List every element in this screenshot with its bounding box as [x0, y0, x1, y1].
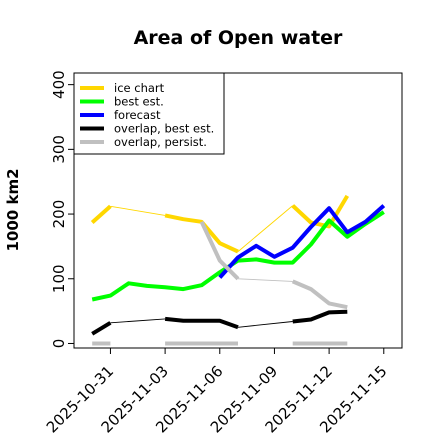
overlap-best-est-connector — [110, 318, 166, 324]
best-est-line — [91, 210, 385, 302]
ice-chart-line — [90, 204, 112, 224]
overlap-best-est-connector — [237, 321, 293, 328]
overlap-persist-line — [291, 279, 348, 310]
ice-chart-connector — [110, 205, 166, 216]
y-tick-label: 300 — [50, 135, 68, 164]
overlap-best-est-line — [292, 309, 348, 324]
legend-entry: forecast — [114, 108, 161, 122]
overlap-best-est-line — [164, 316, 239, 330]
plot-frame — [73, 72, 403, 349]
ice-chart-line — [164, 213, 239, 254]
legend-entry: overlap, best est. — [114, 122, 214, 136]
ice-chart-connector — [237, 205, 293, 252]
forecast-line — [218, 204, 386, 279]
ice-chart-line — [291, 194, 350, 229]
series-lines — [90, 194, 386, 346]
legend-entry: overlap, persist. — [114, 135, 207, 149]
overlap-persist-line — [199, 220, 240, 281]
connector-lines — [110, 205, 293, 328]
overlap-persist-connector — [237, 278, 293, 282]
y-axis: 0 100 200 300 400 — [50, 70, 74, 348]
overlap-best-est-line — [91, 321, 112, 336]
y-tick-label: 0 — [50, 339, 68, 349]
chart-title: Area of Open water — [134, 27, 343, 49]
y-axis-label: 1000 km2 — [4, 168, 22, 251]
legend-entry: ice chart — [114, 81, 165, 95]
y-tick-label: 400 — [50, 70, 68, 99]
y-tick-label: 200 — [50, 200, 68, 229]
x-axis: 2025-10-312025-11-032025-11-062025-11-09… — [43, 348, 391, 436]
legend-entry: best est. — [114, 95, 164, 109]
y-tick-label: 100 — [50, 264, 68, 293]
